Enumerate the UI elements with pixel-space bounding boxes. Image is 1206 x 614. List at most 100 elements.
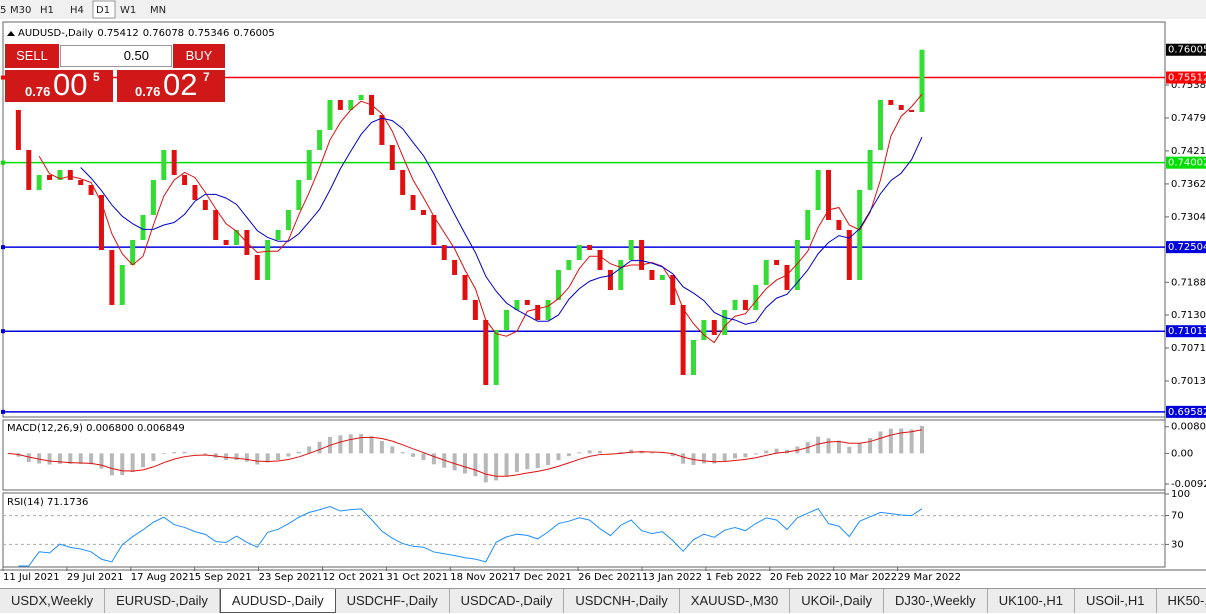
macd-bar — [182, 451, 187, 454]
lot-input[interactable]: 0.50 — [60, 45, 172, 67]
date-label: 29 Jul 2021 — [67, 572, 124, 583]
buy-price[interactable]: 0.76 02 7 — [117, 67, 225, 102]
candle — [213, 209, 219, 240]
timeframe[interactable]: D1 — [96, 5, 110, 16]
candle — [57, 169, 63, 180]
rsi-line — [18, 505, 923, 567]
macd-bar — [899, 428, 904, 454]
macd-bar — [421, 453, 426, 461]
macd-bar — [888, 428, 893, 454]
price-big: 00 — [53, 67, 88, 102]
timeframe[interactable]: H1 — [40, 5, 54, 16]
macd-bar — [265, 453, 270, 463]
macd-bar — [379, 440, 384, 454]
macd-bar — [535, 453, 540, 469]
timeframe[interactable]: MN — [150, 5, 166, 16]
sell-button[interactable]: SELL — [5, 44, 59, 68]
candle — [26, 149, 32, 190]
macd-bar — [338, 435, 343, 454]
symbol: AUDUSD-,Daily — [18, 28, 93, 39]
ohlc-value: 0.75412 — [97, 28, 138, 39]
level-marker — [1, 329, 5, 334]
timeframe[interactable]: H4 — [70, 5, 84, 16]
candle — [36, 174, 42, 190]
level-marker — [1, 75, 5, 80]
candle — [348, 99, 354, 110]
price-tick-label: 0.73625 — [1171, 179, 1206, 190]
tab[interactable]: USDCNH-,Daily — [564, 589, 680, 613]
macd-bar — [525, 453, 530, 470]
macd-bar — [764, 450, 769, 454]
macd-bar — [286, 453, 291, 457]
macd-bar — [618, 451, 623, 454]
macd-bar — [369, 436, 374, 454]
macd-bar — [483, 453, 488, 483]
candle — [306, 149, 312, 180]
macd-bar — [276, 453, 281, 460]
macd-bar — [57, 453, 62, 464]
macd-bar — [598, 451, 603, 454]
timeframe[interactable]: M30 — [10, 5, 31, 16]
macd-bar — [733, 453, 738, 459]
macd-bar — [816, 436, 821, 454]
candle — [555, 269, 561, 300]
timeframe[interactable]: W1 — [120, 5, 136, 16]
tab[interactable]: UKOil-,Daily — [790, 589, 884, 613]
tab[interactable]: USDCAD-,Daily — [450, 589, 565, 613]
tab[interactable]: DJ30-,Weekly — [884, 589, 988, 613]
tab[interactable]: HK50-,H1 — [1157, 589, 1206, 613]
candle — [639, 239, 645, 270]
candle — [659, 274, 665, 280]
candle — [732, 299, 738, 310]
macd-bar — [224, 453, 229, 461]
candle — [420, 209, 426, 215]
chart-header: AUDUSD-,Daily 0.75412 0.76078 0.75346 0.7600… — [18, 28, 275, 39]
candle — [171, 149, 177, 175]
candle — [763, 259, 769, 285]
candle — [472, 299, 478, 320]
macd-bar — [411, 453, 416, 457]
tab[interactable]: USOil-,H1 — [1075, 589, 1157, 613]
date-label: 18 Nov 2021 — [450, 572, 514, 583]
tab[interactable]: UK100-,H1 — [988, 589, 1075, 613]
date-label: 1 Feb 2022 — [706, 572, 762, 583]
macd-bar — [556, 453, 561, 461]
timeframe[interactable]: 5 — [0, 5, 6, 16]
macd-bar — [670, 453, 675, 457]
candle — [607, 269, 613, 290]
candle — [358, 94, 364, 100]
date-label: 23 Sep 2021 — [259, 572, 322, 583]
candle — [597, 250, 603, 270]
date-label: 7 Dec 2021 — [514, 572, 572, 583]
macd-bar — [722, 453, 727, 462]
macd-bar — [857, 443, 862, 454]
rsi-tick-label: 100 — [1171, 489, 1190, 500]
sell-price[interactable]: 0.76 00 5 — [5, 67, 113, 102]
candle — [285, 209, 291, 230]
buy-button[interactable]: BUY — [173, 44, 225, 68]
candle — [919, 49, 925, 112]
macd-bar — [141, 453, 146, 468]
date-label: 13 Jan 2022 — [642, 572, 702, 583]
rsi-tick-label: 30 — [1171, 539, 1184, 550]
tab[interactable]: AUDUSD-,Daily — [219, 589, 336, 613]
level-label-bg — [1166, 405, 1206, 418]
macd-bar — [909, 429, 914, 454]
candle — [400, 169, 406, 195]
tab[interactable]: USDX,Weekly — [0, 589, 106, 613]
macd-bar — [68, 453, 73, 464]
tab[interactable]: EURUSD-,Daily — [105, 589, 220, 613]
level-label-bg — [1166, 241, 1206, 254]
candle — [327, 99, 333, 130]
macd-tick-label: 0.00 — [1171, 448, 1193, 459]
macd-bar — [400, 452, 405, 454]
candle — [867, 149, 873, 190]
tab[interactable]: USDCHF-,Daily — [336, 589, 450, 613]
macd-bar — [161, 453, 166, 455]
candle — [452, 259, 458, 275]
tab[interactable]: XAUUSD-,M30 — [680, 589, 791, 613]
